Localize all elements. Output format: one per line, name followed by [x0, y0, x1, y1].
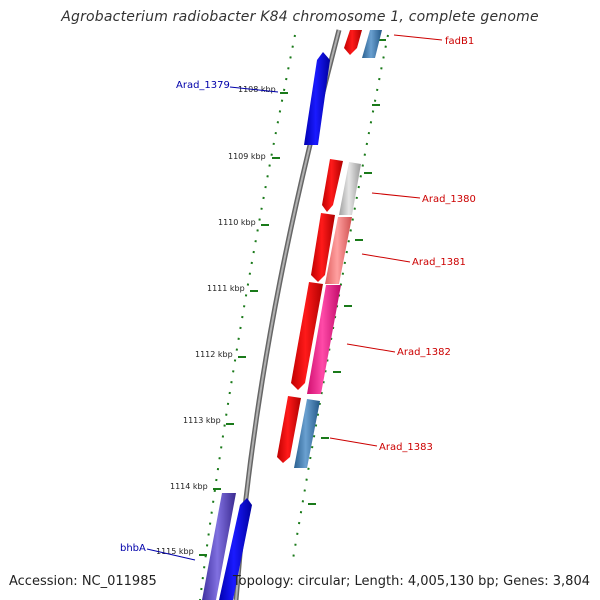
gene-arad1381-cog[interactable]: [325, 217, 352, 284]
gene-label-arad1383[interactable]: Arad_1383: [379, 442, 433, 453]
gene-arad1380[interactable]: [322, 159, 343, 212]
gene-fadb1[interactable]: [344, 30, 362, 55]
gene-arad1383[interactable]: [277, 396, 301, 463]
major-ticks-right: [308, 39, 386, 505]
kbp-label-1115: 1115 kbp: [156, 547, 194, 556]
kbp-label-1111: 1111 kbp: [207, 284, 245, 293]
gene-arad1380-cog[interactable]: [339, 162, 361, 215]
gene-arad1383-cog[interactable]: [294, 399, 320, 468]
gene-label-arad1382[interactable]: Arad_1382: [397, 347, 451, 358]
gene-bhba-blue[interactable]: [219, 498, 252, 600]
major-ticks-left: [199, 92, 288, 556]
gene-arad1379[interactable]: [304, 52, 330, 145]
topology-text: Topology: circular; Length: 4,005,130 bp…: [232, 574, 590, 589]
kbp-label-1112: 1112 kbp: [195, 350, 233, 359]
gene-arad1382[interactable]: [291, 282, 323, 390]
accession-text: Accession: NC_011985: [9, 574, 157, 589]
kbp-label-1114: 1114 kbp: [170, 482, 208, 491]
gene-label-bhba[interactable]: bhbA: [120, 543, 146, 554]
gene-label-fadb1[interactable]: fadB1: [445, 36, 474, 47]
kbp-label-1113: 1113 kbp: [183, 416, 221, 425]
kbp-label-1109: 1109 kbp: [228, 152, 266, 161]
gene-fadb1-cog[interactable]: [362, 30, 382, 58]
kbp-label-1110: 1110 kbp: [218, 218, 256, 227]
gene-label-arad1380[interactable]: Arad_1380: [422, 194, 476, 205]
genome-title: Agrobacterium radiobacter K84 chromosome…: [61, 9, 539, 25]
gene-bhba[interactable]: [202, 493, 236, 600]
gene-arad1382-cog[interactable]: [307, 285, 341, 394]
gene-label-arad1381[interactable]: Arad_1381: [412, 257, 466, 268]
leader-lines: [146, 34, 443, 561]
gene-label-arad1379[interactable]: Arad_1379: [176, 80, 230, 91]
gene-arad1381[interactable]: [311, 213, 335, 282]
